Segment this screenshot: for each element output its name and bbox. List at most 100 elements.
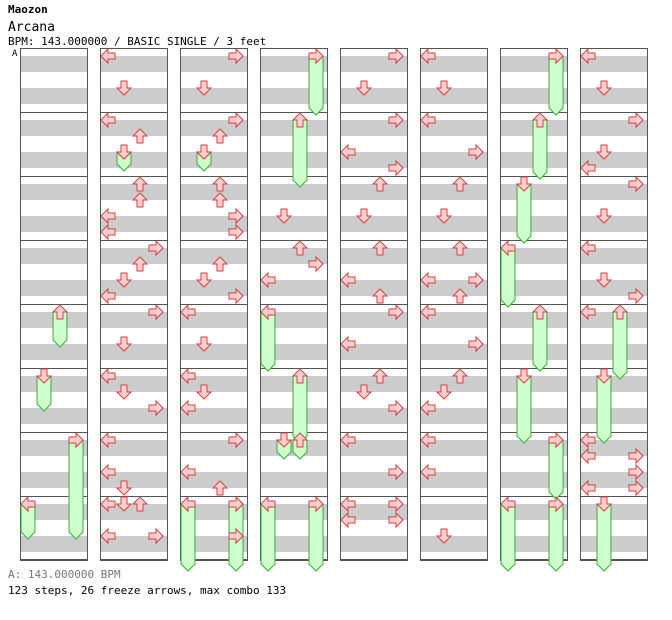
step-arrow bbox=[275, 208, 293, 224]
step-arrow bbox=[115, 80, 133, 96]
chart-stats: 123 steps, 26 freeze arrows, max combo 1… bbox=[8, 584, 287, 597]
freeze-body bbox=[532, 119, 548, 180]
row-stripe bbox=[580, 216, 648, 232]
step-arrow bbox=[340, 511, 356, 529]
step-arrow bbox=[628, 287, 644, 305]
row-stripe bbox=[100, 376, 168, 392]
freeze-head-arrow bbox=[515, 368, 533, 384]
step-arrow bbox=[211, 480, 229, 496]
step-arrow bbox=[115, 144, 133, 160]
step-arrow bbox=[211, 128, 229, 144]
step-arrow bbox=[595, 208, 613, 224]
row-stripe bbox=[180, 56, 248, 72]
step-arrow bbox=[100, 111, 116, 129]
row-stripe bbox=[340, 216, 408, 232]
chart-column-6 bbox=[420, 47, 488, 561]
row-stripe bbox=[20, 408, 88, 424]
step-arrow bbox=[435, 384, 453, 400]
chart-column-5 bbox=[340, 47, 408, 561]
freeze-head-arrow bbox=[531, 112, 549, 128]
row-stripe bbox=[420, 152, 488, 168]
row-stripe bbox=[20, 184, 88, 200]
freeze-head-arrow bbox=[548, 431, 564, 449]
song-title: Arcana bbox=[8, 20, 55, 35]
row-stripe bbox=[420, 472, 488, 488]
chart-column-8 bbox=[580, 47, 648, 572]
step-arrow bbox=[228, 223, 244, 241]
step-arrow bbox=[180, 399, 196, 417]
chart-column-1 bbox=[20, 48, 88, 561]
row-stripe bbox=[500, 184, 568, 200]
row-stripe bbox=[420, 88, 488, 104]
step-arrow bbox=[195, 144, 213, 160]
freeze-head-arrow bbox=[595, 368, 613, 384]
row-stripe bbox=[180, 472, 248, 488]
row-stripe bbox=[20, 248, 88, 264]
step-arrow bbox=[340, 335, 356, 353]
row-stripe bbox=[180, 152, 248, 168]
step-arrow bbox=[211, 256, 229, 272]
freeze-body bbox=[548, 55, 564, 116]
row-stripe bbox=[420, 280, 488, 296]
row-stripe bbox=[340, 88, 408, 104]
row-stripe bbox=[580, 88, 648, 104]
row-stripe bbox=[20, 344, 88, 360]
freeze-body bbox=[532, 311, 548, 372]
step-arrow bbox=[291, 240, 309, 256]
step-arrow bbox=[580, 479, 596, 497]
step-arrow bbox=[468, 143, 484, 161]
row-stripe bbox=[420, 312, 488, 328]
row-stripe bbox=[100, 504, 168, 520]
freeze-head-arrow bbox=[291, 432, 309, 448]
step-arrow bbox=[340, 271, 356, 289]
row-stripe bbox=[100, 312, 168, 328]
freeze-head-arrow bbox=[548, 495, 564, 513]
step-arrow bbox=[628, 175, 644, 193]
freeze-head-arrow bbox=[308, 47, 324, 65]
step-arrow bbox=[228, 495, 244, 513]
freeze-head-arrow bbox=[500, 495, 516, 513]
freeze-head-arrow bbox=[275, 432, 293, 448]
column-border bbox=[500, 48, 568, 560]
row-stripe bbox=[340, 280, 408, 296]
row-stripe bbox=[340, 376, 408, 392]
step-arrow bbox=[420, 111, 436, 129]
step-arrow bbox=[435, 80, 453, 96]
row-stripe bbox=[180, 88, 248, 104]
freeze-body bbox=[596, 503, 612, 572]
row-stripe bbox=[340, 408, 408, 424]
freeze-body bbox=[260, 503, 276, 572]
row-stripe bbox=[20, 536, 88, 552]
row-stripe bbox=[260, 472, 328, 488]
freeze-head-arrow bbox=[35, 368, 53, 384]
step-arrow bbox=[580, 47, 596, 65]
step-arrow bbox=[595, 144, 613, 160]
step-arrow bbox=[100, 207, 116, 225]
row-stripe bbox=[340, 536, 408, 552]
freeze-head-arrow bbox=[548, 47, 564, 65]
row-stripe bbox=[500, 216, 568, 232]
chart-column-7 bbox=[500, 47, 568, 572]
freeze-body bbox=[68, 439, 84, 540]
row-stripe bbox=[100, 344, 168, 360]
step-arrow bbox=[371, 240, 389, 256]
step-arrow bbox=[100, 463, 116, 481]
row-stripe bbox=[180, 216, 248, 232]
freeze-body bbox=[308, 503, 324, 572]
row-stripe bbox=[180, 408, 248, 424]
column-border bbox=[340, 48, 408, 560]
row-stripe bbox=[500, 280, 568, 296]
step-arrow bbox=[148, 303, 164, 321]
step-arrow bbox=[100, 431, 116, 449]
step-arrow bbox=[388, 47, 404, 65]
freeze-head-arrow bbox=[611, 304, 629, 320]
row-stripe bbox=[580, 440, 648, 456]
step-arrow bbox=[388, 111, 404, 129]
row-stripe bbox=[580, 472, 648, 488]
step-arrow bbox=[355, 208, 373, 224]
row-stripe bbox=[340, 184, 408, 200]
chart-column-4 bbox=[260, 47, 328, 572]
freeze-body bbox=[516, 183, 532, 244]
freeze-head-arrow bbox=[595, 496, 613, 512]
step-arrow bbox=[228, 527, 244, 545]
